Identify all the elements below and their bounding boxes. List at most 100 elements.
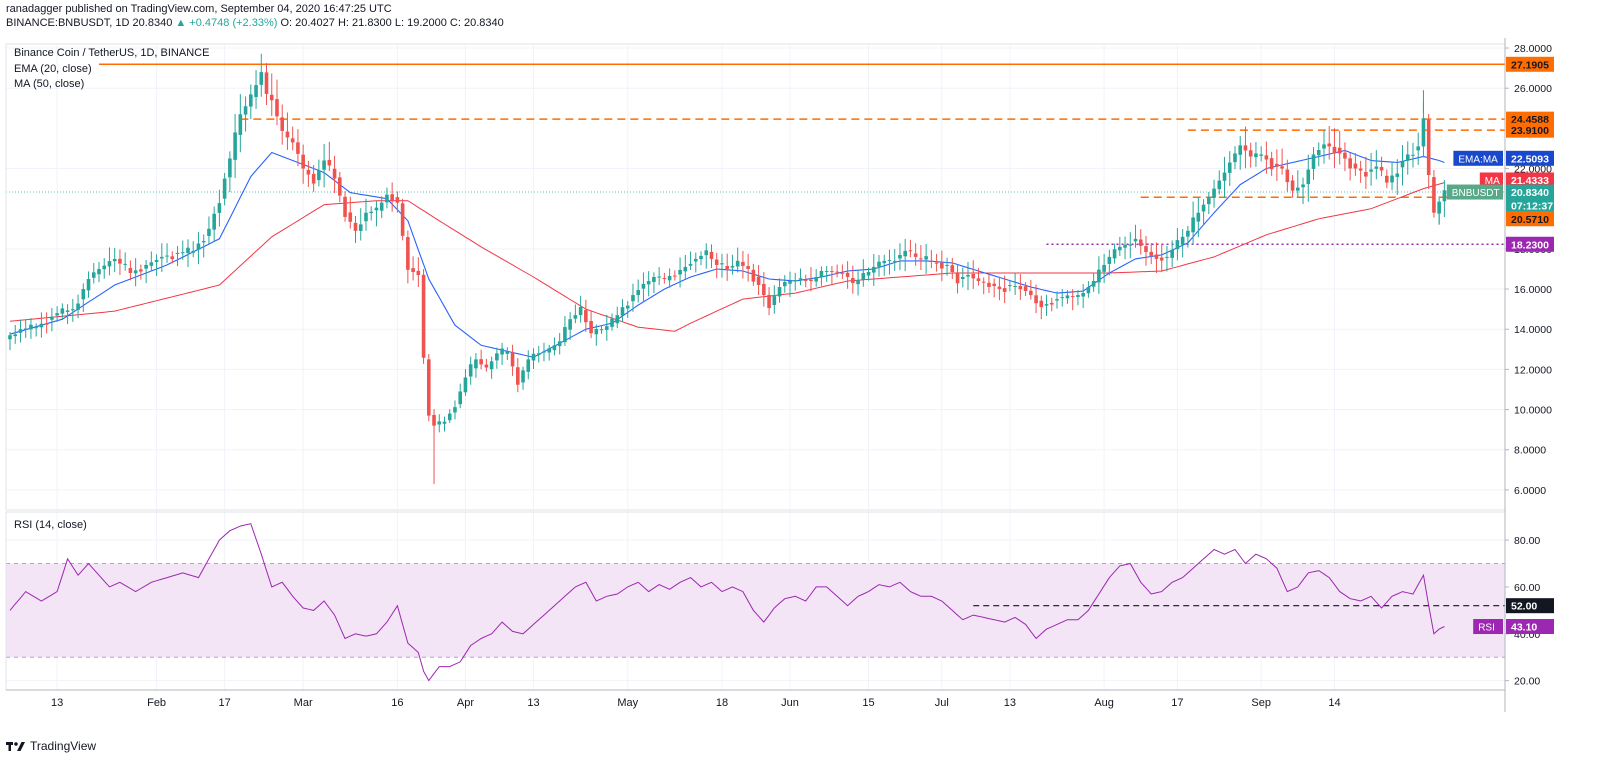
tradingview-footer[interactable]: TradingView	[6, 739, 96, 753]
x-tick-label: 13	[527, 697, 539, 709]
bearish-candle	[725, 253, 729, 281]
bullish-candle	[814, 269, 818, 287]
x-tick-label: 16	[391, 697, 403, 709]
bearish-candle	[1280, 148, 1284, 175]
bullish-candle	[578, 295, 583, 323]
bearish-candle	[390, 182, 394, 212]
candle-body	[102, 265, 107, 270]
candle-body	[233, 132, 237, 160]
bullish-candle	[453, 400, 457, 420]
bullish-candle	[86, 271, 91, 298]
bearish-candle	[929, 250, 934, 269]
rsi-path	[9, 523, 1445, 682]
main-pane-frame	[5, 43, 1506, 511]
candle-body	[568, 319, 572, 330]
bullish-candle	[772, 285, 777, 314]
candle-body	[955, 272, 960, 284]
candle-body	[1290, 180, 1295, 191]
bullish-candle	[458, 383, 463, 409]
bearish-candle	[170, 251, 175, 264]
bearish-candle	[332, 155, 337, 194]
candle-body	[1186, 230, 1190, 237]
candle-body	[123, 263, 127, 265]
bearish-candle	[515, 358, 520, 393]
candle-body	[919, 258, 923, 260]
bearish-candle	[427, 354, 431, 422]
candle-body	[678, 269, 682, 275]
candle-body	[552, 345, 557, 351]
candle-body	[1285, 169, 1290, 183]
candle-body	[751, 269, 756, 282]
bearish-candle	[1379, 156, 1384, 177]
candle-body	[1358, 168, 1363, 171]
bullish-candle	[966, 261, 970, 291]
bullish-candle	[1118, 236, 1122, 256]
candle-body	[1023, 286, 1028, 292]
candle-body	[652, 277, 656, 283]
candle-body	[458, 391, 463, 405]
candle-body	[615, 315, 620, 324]
bullish-candle	[646, 271, 651, 297]
candle-body	[1039, 300, 1044, 308]
bullish-candle	[526, 350, 531, 380]
candle-body	[353, 222, 358, 231]
price-label-box	[1506, 56, 1554, 72]
bullish-candle	[107, 247, 112, 276]
bullish-candle	[1311, 146, 1316, 180]
candle-body	[463, 377, 468, 393]
bearish-candle	[662, 272, 667, 284]
candle-body	[1049, 302, 1054, 305]
candle-body	[1076, 295, 1080, 297]
price-label-value: 20.8340	[1511, 187, 1549, 199]
bearish-candle	[139, 264, 143, 280]
bearish-candle	[1144, 235, 1148, 266]
bullish-candle	[604, 314, 609, 341]
candle-body	[280, 117, 285, 131]
bullish-candle	[1102, 253, 1106, 284]
bearish-candle	[1269, 151, 1274, 176]
x-tick-label: 13	[1004, 697, 1016, 709]
bullish-candle	[720, 253, 724, 278]
candle-body	[249, 94, 253, 107]
candle-body	[1426, 119, 1431, 176]
candle-body	[1327, 143, 1332, 147]
candle-body	[1159, 257, 1164, 261]
price-label-tag-text: RSI	[1478, 623, 1495, 634]
candle-body	[338, 177, 342, 196]
candle-body	[1395, 173, 1400, 177]
price-axis[interactable]: 6.0000 8.0000 10.0000 12.0000 14.0000 16.0000…	[1505, 43, 1552, 688]
candle-body	[1107, 256, 1112, 264]
candle-body	[1248, 150, 1253, 157]
bullish-candle	[160, 243, 164, 273]
candle-body	[940, 262, 944, 269]
candle-body	[1343, 152, 1347, 159]
y-tick-label: 8.0000	[1514, 445, 1546, 457]
bearish-candle	[44, 312, 49, 334]
candle-body	[128, 268, 133, 273]
bearish-candle	[118, 249, 122, 275]
bullish-candle	[97, 261, 101, 283]
bullish-candle	[547, 344, 552, 361]
bullish-candle	[1170, 240, 1174, 267]
candle-body	[1390, 175, 1394, 183]
bullish-candle	[1165, 245, 1169, 272]
time-axis[interactable]: 13 Feb 17 Mar 16 Apr 13 May 18 Jun 15 Jul 13 Aug 17 Sep…	[51, 697, 1341, 709]
candle-body	[950, 265, 955, 272]
bullish-candle	[1416, 132, 1421, 165]
candle-body	[866, 271, 871, 276]
bearish-candle	[714, 252, 719, 279]
candle-body	[772, 296, 777, 306]
candle-body	[898, 254, 902, 259]
bearish-candle	[971, 260, 976, 289]
candle-body	[39, 323, 44, 328]
candle-body	[673, 275, 677, 277]
bullish-candle	[1212, 179, 1216, 208]
bullish-candle	[1405, 141, 1410, 175]
bullish-candle	[1322, 129, 1326, 164]
candle-body	[1128, 244, 1133, 246]
bullish-candle	[489, 356, 494, 379]
bullish-candle	[1301, 177, 1305, 205]
bearish-candle	[1290, 175, 1295, 198]
bearish-candle	[1343, 142, 1347, 172]
